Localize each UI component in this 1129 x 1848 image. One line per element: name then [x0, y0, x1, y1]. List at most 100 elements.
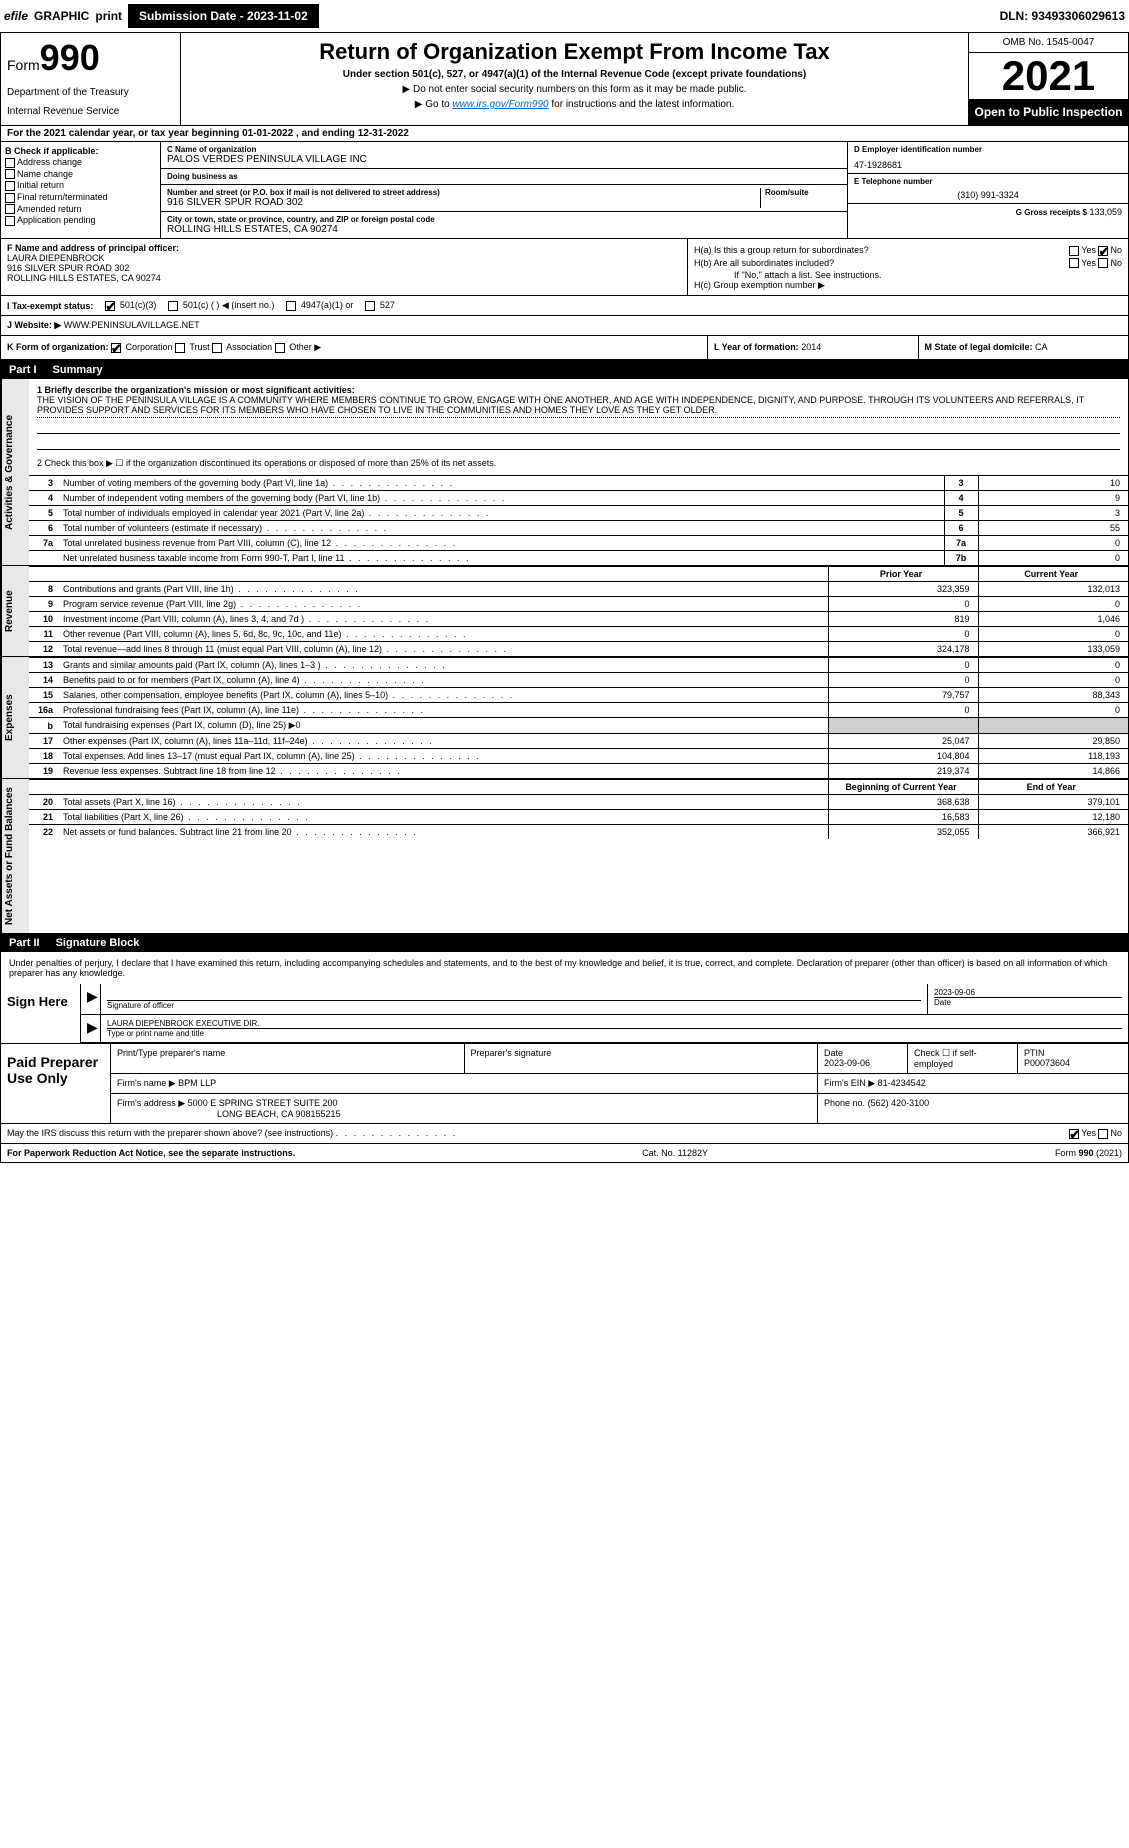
line-box: 3	[944, 476, 978, 491]
checkbox-icon[interactable]	[5, 158, 15, 168]
line-desc: Number of voting members of the governin…	[59, 476, 944, 491]
line-number: 22	[29, 825, 59, 840]
checkbox-icon[interactable]	[5, 204, 15, 214]
form-note2: ▶ Go to www.irs.gov/Form990 for instruct…	[187, 99, 962, 110]
line-number: 7a	[29, 536, 59, 551]
line-desc: Other expenses (Part IX, column (A), lin…	[59, 734, 828, 749]
exempt-label: I Tax-exempt status:	[7, 301, 93, 311]
box-k: K Form of organization: Corporation Trus…	[1, 336, 708, 359]
line-desc: Total fundraising expenses (Part IX, col…	[59, 718, 828, 734]
mission-block: 1 Briefly describe the organization's mi…	[29, 379, 1128, 475]
city-cell: City or town, state or province, country…	[161, 212, 847, 238]
line-number: 15	[29, 688, 59, 703]
checkbox-icon[interactable]	[5, 216, 15, 226]
prior-value: 104,804	[828, 749, 978, 764]
prior-value: 0	[828, 703, 978, 718]
table-row: 9 Program service revenue (Part VIII, li…	[29, 597, 1128, 612]
prior-value: 323,359	[828, 582, 978, 597]
checkbox-icon[interactable]	[168, 301, 178, 311]
prior-value: 324,178	[828, 642, 978, 657]
street-value: 916 SILVER SPUR ROAD 302	[167, 197, 756, 208]
l-value: 2014	[801, 342, 821, 352]
table-row: 6 Total number of volunteers (estimate i…	[29, 521, 1128, 536]
line-number: 12	[29, 642, 59, 657]
irs-link[interactable]: www.irs.gov/Form990	[452, 99, 548, 110]
chk-address: Address change	[5, 157, 156, 168]
chk-final: Final return/terminated	[5, 192, 156, 203]
omb-number: OMB No. 1545-0047	[969, 33, 1128, 53]
line-desc: Net assets or fund balances. Subtract li…	[59, 825, 828, 840]
box-lm: L Year of formation: 2014 M State of leg…	[708, 336, 1128, 359]
checkbox-icon[interactable]	[111, 343, 121, 353]
discuss-q: May the IRS discuss this return with the…	[7, 1128, 333, 1138]
checkbox-icon[interactable]	[175, 343, 185, 353]
checkbox-icon[interactable]	[365, 301, 375, 311]
4947-label: 4947(a)(1) or	[301, 300, 354, 310]
chk-final-label: Final return/terminated	[17, 192, 108, 202]
prior-value: 819	[828, 612, 978, 627]
current-value: 0	[978, 703, 1128, 718]
checkbox-icon[interactable]	[105, 301, 115, 311]
hb-line: H(b) Are all subordinates included? Yes …	[694, 258, 1122, 269]
current-value: 14,866	[978, 764, 1128, 779]
checkbox-icon[interactable]	[5, 169, 15, 179]
part2-title: Signature Block	[56, 937, 140, 949]
firm-addr2: LONG BEACH, CA 908155215	[117, 1109, 341, 1119]
line-number	[29, 551, 59, 566]
paid-row-3: Firm's address ▶ 5000 E SPRING STREET SU…	[111, 1094, 1128, 1123]
chk-amended-label: Amended return	[17, 204, 82, 214]
current-value: 0	[978, 673, 1128, 688]
phone-cell: E Telephone number (310) 991-3324	[848, 174, 1128, 204]
sig-row-2: ▶ LAURA DIEPENBROCK EXECUTIVE DIR. Type …	[81, 1015, 1128, 1043]
period-row: For the 2021 calendar year, or tax year …	[1, 126, 1128, 142]
begin-year-header: Beginning of Current Year	[828, 780, 978, 795]
line-number: 20	[29, 795, 59, 810]
checkbox-icon[interactable]	[1098, 246, 1108, 256]
prior-value: 0	[828, 673, 978, 688]
table-row: 10 Investment income (Part VIII, column …	[29, 612, 1128, 627]
hc-label: H(c) Group exemption number ▶	[694, 280, 1122, 291]
part1-header: Part I Summary	[1, 361, 1128, 379]
m-value: CA	[1035, 342, 1048, 352]
checkbox-icon[interactable]	[286, 301, 296, 311]
current-value: 379,101	[978, 795, 1128, 810]
street-cell: Number and street (or P.O. box if mail i…	[161, 185, 847, 212]
checkbox-icon[interactable]	[212, 343, 222, 353]
form-container: Form990 Department of the Treasury Inter…	[0, 32, 1129, 1163]
current-value: 132,013	[978, 582, 1128, 597]
current-value: 133,059	[978, 642, 1128, 657]
dba-cell: Doing business as	[161, 169, 847, 185]
checkbox-icon[interactable]	[275, 343, 285, 353]
checkbox-icon[interactable]	[1098, 1129, 1108, 1139]
ein-label: D Employer identification number	[854, 145, 1122, 154]
line-desc: Benefits paid to or for members (Part IX…	[59, 673, 828, 688]
sig-right: ▶ Signature of officer 2023-09-06 Date ▶…	[81, 984, 1128, 1043]
sig-row-1: ▶ Signature of officer 2023-09-06 Date	[81, 984, 1128, 1015]
checkbox-icon[interactable]	[1069, 258, 1079, 268]
sig-date-label: Date	[934, 997, 1122, 1007]
current-value: 0	[978, 597, 1128, 612]
table-row: 21 Total liabilities (Part X, line 26) 1…	[29, 810, 1128, 825]
checkbox-icon[interactable]	[1069, 246, 1079, 256]
line-desc: Total expenses. Add lines 13–17 (must eq…	[59, 749, 828, 764]
checkbox-icon[interactable]	[5, 193, 15, 203]
checkbox-icon[interactable]	[1098, 258, 1108, 268]
line-number: 11	[29, 627, 59, 642]
box-m: M State of legal domicile: CA	[919, 336, 1129, 359]
firm-addr-label: Firm's address ▶	[117, 1098, 185, 1108]
discuss-row: May the IRS discuss this return with the…	[1, 1124, 1128, 1144]
activities-section: Activities & Governance 1 Briefly descri…	[1, 379, 1128, 566]
current-value: 366,921	[978, 825, 1128, 840]
prior-value: 79,757	[828, 688, 978, 703]
sign-here-label: Sign Here	[1, 984, 81, 1043]
graphic-label: GRAPHIC	[34, 9, 89, 23]
other-label: Other ▶	[289, 342, 321, 352]
table-row: 12 Total revenue—add lines 8 through 11 …	[29, 642, 1128, 657]
submission-date-button[interactable]: Submission Date - 2023-11-02	[128, 4, 319, 28]
revenue-header-row: Prior Year Current Year	[29, 567, 1128, 582]
line-number: 16a	[29, 703, 59, 718]
print-link[interactable]: print	[95, 9, 122, 23]
checkbox-icon[interactable]	[1069, 1129, 1079, 1139]
checkbox-icon[interactable]	[5, 181, 15, 191]
current-value: 88,343	[978, 688, 1128, 703]
